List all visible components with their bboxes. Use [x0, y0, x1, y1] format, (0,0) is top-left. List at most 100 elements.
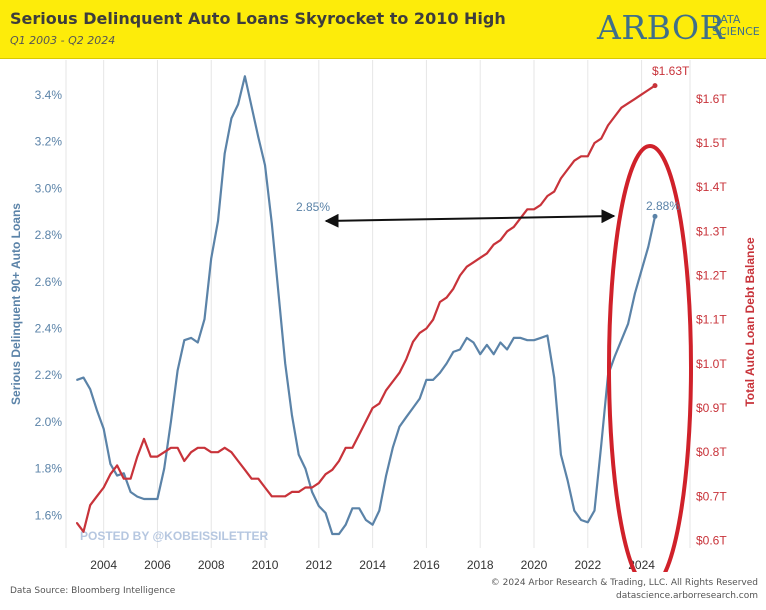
- delinquency-point: [553, 376, 555, 379]
- delinquency-point: [593, 509, 596, 512]
- chart-title: Serious Delinquent Auto Loans Skyrocket …: [10, 9, 506, 28]
- debt-point: [351, 447, 354, 449]
- delinquency-point: [116, 474, 118, 477]
- debt-point: [176, 447, 179, 449]
- delinquency-point: [539, 337, 542, 339]
- debt-point: [573, 159, 576, 162]
- delinquency-point: [513, 337, 515, 339]
- delinquency-point: [82, 376, 85, 379]
- debt-point: [338, 460, 340, 462]
- debt-point: [560, 177, 562, 180]
- delinquency-point: [277, 292, 280, 295]
- delinquency-point: [351, 507, 354, 510]
- website-url: datascience.arborresearch.com: [616, 591, 758, 601]
- delinquency-point: [486, 344, 488, 346]
- debt-point: [425, 327, 428, 330]
- left-tick-label: 2.2%: [35, 368, 63, 382]
- debt-point: [533, 208, 535, 211]
- debt-point: [217, 451, 219, 454]
- right-tick-label: $0.9T: [696, 401, 727, 415]
- right-tick-label: $1.6T: [696, 92, 727, 106]
- delinquency-point: [156, 498, 159, 500]
- debt-point: [365, 420, 367, 423]
- debt-point: [76, 522, 78, 524]
- delinquency-point: [311, 491, 313, 493]
- debt-point: [513, 226, 515, 228]
- delinquency-point: [176, 369, 179, 372]
- debt-point: [304, 486, 307, 489]
- delinquency-point: [197, 341, 199, 344]
- debt-point: [371, 407, 374, 409]
- debt-point: [472, 261, 475, 264]
- left-axis-label: Serious Delinquent 90+ Auto Loans: [9, 203, 23, 405]
- debt-point: [439, 301, 441, 303]
- delinquency-point: [600, 444, 602, 447]
- delinquency-point: [627, 323, 629, 325]
- right-tick-label: $1.2T: [696, 269, 727, 283]
- delinquency-point: [271, 222, 273, 225]
- debt-point: [136, 455, 139, 458]
- delinquency-point: [338, 533, 340, 535]
- delinquency-point: [580, 519, 582, 521]
- delinquency-point: [560, 453, 562, 456]
- delinquency-point: [466, 337, 468, 339]
- delinquency-point: [250, 105, 253, 108]
- debt-point: [116, 464, 118, 467]
- debt-point: [526, 208, 529, 211]
- debt-point: [318, 482, 320, 484]
- debt-point: [620, 106, 623, 109]
- copyright-text: © 2024 Arbor Research & Trading, LLC. Al…: [490, 578, 758, 588]
- delinquency-point: [479, 353, 482, 356]
- delinquency-point: [291, 414, 293, 416]
- right-tick-label: $1.3T: [696, 224, 727, 238]
- debt-point: [264, 486, 266, 489]
- left-tick-label: 2.0%: [35, 415, 63, 429]
- debt-point: [385, 389, 387, 392]
- debt-point: [613, 115, 616, 118]
- x-tick-label: 2010: [252, 558, 279, 572]
- x-tick-label: 2006: [144, 558, 171, 572]
- delinquency-point: [163, 467, 165, 470]
- delinquency-point: [573, 509, 576, 512]
- delinquency-point: [385, 474, 387, 477]
- delinquency-point: [123, 472, 125, 475]
- delinquency-point: [284, 362, 287, 365]
- debt-point: [156, 455, 159, 458]
- delinquency-point: [170, 421, 172, 423]
- delinquency-point: [304, 467, 307, 470]
- left-axis-ticks: 1.6% 1.8% 2.0% 2.2% 2.4% 2.6% 2.8% 3.0% 3.2% 3.4%: [35, 88, 63, 522]
- delinquency-point: [358, 507, 361, 510]
- delinquency-endpoint: [652, 213, 658, 219]
- debt-point: [486, 252, 488, 255]
- delinquency-point: [452, 351, 455, 353]
- x-axis-ticks: 2004 2006 2008 2010 2012 2014 2016 2018 2020 2022…: [90, 558, 655, 572]
- debt-point: [432, 318, 434, 321]
- dual-axis-line-chart: 1.6% 1.8% 2.0% 2.2% 2.4% 2.6% 2.8% 3.0% 3.2% 3.4%…: [9, 60, 757, 572]
- debt-point: [197, 447, 199, 449]
- debt-point: [331, 469, 334, 471]
- debt-point: [102, 486, 105, 489]
- delinquency-point: [378, 509, 381, 512]
- comparison-arrow: [324, 209, 616, 228]
- delinquency-point: [432, 379, 434, 381]
- series-lines: [75, 75, 657, 536]
- arbor-logo: ARBOR: [597, 8, 725, 47]
- delinquency-point: [412, 407, 414, 409]
- debt-point: [244, 469, 246, 471]
- delinquency-point: [102, 428, 105, 430]
- debt-point: [123, 477, 125, 480]
- x-tick-label: 2012: [305, 558, 332, 572]
- delinquency-point: [620, 339, 623, 342]
- debt-point: [392, 380, 394, 383]
- debt-point: [96, 495, 98, 498]
- debt-point: [82, 530, 85, 533]
- debt-point: [358, 433, 361, 436]
- delinquency-point: [96, 409, 98, 412]
- logo-sub-line-2: SCIENCE: [712, 25, 760, 38]
- debt-point: [587, 155, 589, 158]
- debt-point: [297, 491, 300, 493]
- right-tick-label: $1.5T: [696, 136, 727, 150]
- arbor-logo-subtext: DATA SCIENCE: [712, 14, 766, 38]
- highlight-ellipse: [607, 144, 693, 572]
- delinquency-point: [210, 257, 212, 260]
